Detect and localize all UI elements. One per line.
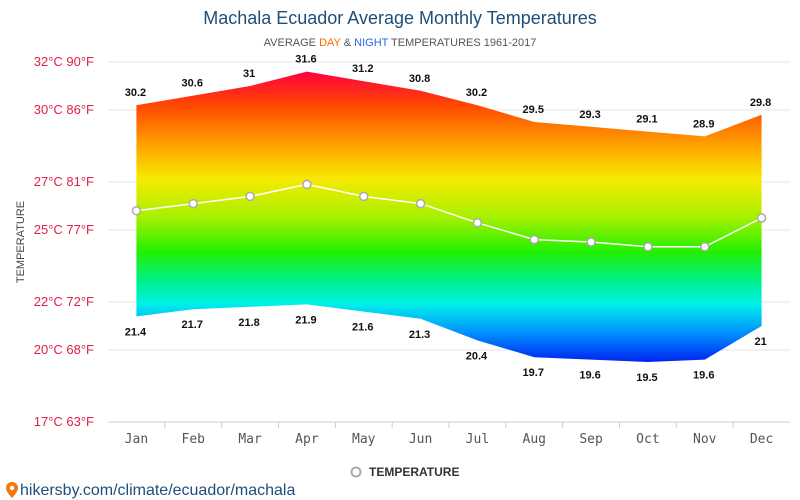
- night-value-label: 21.8: [238, 317, 259, 329]
- night-value-label: 21.3: [409, 329, 430, 341]
- average-temperature-line: [136, 183, 762, 248]
- average-point: [188, 198, 198, 209]
- footer-url: hikersby.com/climate/ecuador/machala: [20, 482, 295, 499]
- x-axis-ticks: Jan Feb Mar Apr May Jun Jul Aug Sep Oct Nov Dec: [125, 422, 773, 447]
- night-value-label: 21.7: [182, 319, 203, 331]
- day-value-label: 31: [243, 68, 255, 80]
- day-night-range-area: [136, 71, 762, 362]
- y-axis-label: TEMPERATURE: [15, 201, 27, 283]
- x-tick-label: Nov: [693, 432, 717, 447]
- x-tick-label: Jan: [125, 432, 148, 447]
- y-tick-label: 27°C 81°F: [34, 174, 94, 189]
- day-value-label: 30.2: [125, 87, 146, 99]
- day-value-label: 31.2: [352, 63, 373, 75]
- chart-title: Machala Ecuador Average Monthly Temperat…: [203, 8, 597, 28]
- x-tick-label: Dec: [750, 432, 773, 447]
- y-tick-label: 22°C 72°F: [34, 294, 94, 309]
- day-value-label: 28.9: [693, 118, 714, 130]
- y-tick-label: 32°C 90°F: [34, 54, 94, 69]
- x-tick-label: Jun: [409, 432, 432, 447]
- y-tick-label: 30°C 86°F: [34, 102, 94, 117]
- legend-label: TEMPERATURE: [369, 465, 459, 479]
- y-tick-label: 17°C 63°F: [34, 414, 94, 429]
- average-point: [359, 191, 369, 202]
- day-value-label: 29.1: [636, 114, 657, 126]
- average-point: [245, 191, 255, 202]
- subtitle-suffix: TEMPERATURES 1961-2017: [391, 37, 536, 49]
- x-tick-label: Jul: [466, 432, 489, 447]
- night-value-label: 20.4: [466, 350, 488, 362]
- night-value-label: 21.6: [352, 322, 373, 334]
- day-value-label: 30.6: [182, 78, 203, 90]
- average-point: [756, 213, 767, 223]
- average-temperature-points: [131, 179, 767, 252]
- day-value-label: 30.2: [466, 87, 487, 99]
- subtitle-prefix: AVERAGE: [264, 37, 316, 49]
- night-value-label: 19.7: [523, 367, 544, 379]
- subtitle-amp: &: [344, 37, 352, 49]
- average-point: [472, 218, 483, 228]
- average-point: [700, 242, 710, 252]
- subtitle-night: NIGHT: [354, 37, 389, 49]
- day-value-label: 29.5: [523, 104, 544, 116]
- x-tick-label: May: [352, 432, 376, 447]
- y-tick-label: 20°C 68°F: [34, 342, 94, 357]
- map-pin-icon: [6, 482, 18, 498]
- average-point: [643, 242, 653, 252]
- x-tick-label: Oct: [636, 432, 659, 447]
- x-tick-label: Aug: [523, 432, 546, 447]
- x-tick-label: Feb: [182, 432, 206, 447]
- night-value-label: 19.6: [579, 370, 600, 382]
- y-axis-ticks: 17°C 63°F 20°C 68°F 22°C 72°F 25°C 77°F 27°C…: [34, 54, 94, 429]
- day-value-label: 31.6: [295, 54, 316, 66]
- night-value-label: 21.4: [125, 326, 147, 338]
- chart-subtitle: AVERAGE DAY & NIGHT TEMPERATURES 1961-20…: [264, 37, 537, 49]
- y-tick-label: 25°C 77°F: [34, 222, 94, 237]
- average-point: [302, 179, 312, 190]
- average-point: [586, 237, 596, 247]
- x-tick-label: Sep: [579, 432, 603, 447]
- circle-marker-icon: [350, 466, 362, 478]
- night-value-label: 21.9: [295, 314, 316, 326]
- day-value-label: 29.8: [750, 97, 771, 109]
- day-value-label: 30.8: [409, 73, 430, 85]
- subtitle-day: DAY: [319, 37, 341, 49]
- x-tick-label: Apr: [295, 432, 319, 447]
- day-value-label: 29.3: [579, 109, 600, 121]
- night-value-label: 19.5: [636, 372, 657, 384]
- average-point: [131, 206, 142, 216]
- footer-link[interactable]: hikersby.com/climate/ecuador/machala: [6, 482, 295, 499]
- legend[interactable]: TEMPERATURE: [350, 465, 460, 479]
- average-point: [529, 234, 539, 245]
- night-value-label: 19.6: [693, 370, 714, 382]
- x-tick-label: Mar: [238, 432, 262, 447]
- data-labels: 30.2 30.6 31 31.6 31.2 30.8 30.2 29.5 29.3 29.1 28…: [125, 54, 772, 384]
- average-point: [415, 198, 426, 209]
- night-value-label: 21: [754, 336, 766, 348]
